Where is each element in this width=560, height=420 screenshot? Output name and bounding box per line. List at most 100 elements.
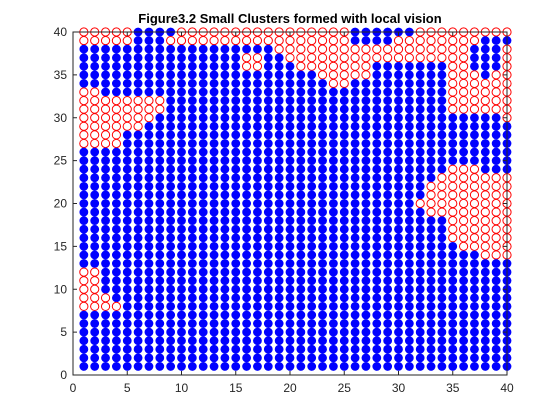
blue-filled-point <box>133 362 143 371</box>
blue-filled-point <box>426 139 436 148</box>
blue-filled-point <box>448 147 458 157</box>
blue-filled-point <box>198 104 208 114</box>
blue-filled-point <box>220 147 230 157</box>
blue-filled-point <box>437 113 447 123</box>
blue-filled-point <box>122 190 132 200</box>
red-open-point <box>176 35 187 46</box>
blue-filled-point <box>209 199 219 208</box>
blue-filled-point <box>263 130 273 140</box>
blue-filled-point <box>372 121 382 131</box>
blue-filled-point <box>101 224 110 234</box>
blue-filled-point <box>144 310 154 320</box>
blue-filled-point <box>101 241 110 251</box>
blue-filled-point <box>231 199 241 208</box>
blue-filled-point <box>209 233 219 243</box>
blue-filled-point <box>177 147 186 157</box>
blue-filled-point <box>383 293 393 303</box>
blue-filled-point <box>426 61 436 71</box>
blue-filled-point <box>263 310 273 320</box>
blue-filled-point <box>177 181 186 191</box>
blue-filled-point <box>274 224 284 234</box>
blue-filled-point <box>253 181 262 191</box>
blue-filled-point <box>209 344 219 354</box>
blue-filled-point <box>177 130 186 140</box>
blue-filled-point <box>372 344 382 354</box>
red-open-point <box>242 35 252 46</box>
blue-filled-point <box>328 327 338 337</box>
blue-filled-point <box>426 250 436 260</box>
blue-filled-point <box>242 276 251 286</box>
blue-filled-point <box>285 362 295 371</box>
blue-filled-point <box>415 156 425 166</box>
blue-filled-point <box>122 181 132 191</box>
blue-filled-point <box>198 250 208 260</box>
blue-filled-point <box>79 233 89 243</box>
blue-filled-point <box>90 44 100 54</box>
blue-filled-point <box>209 121 219 131</box>
blue-filled-point <box>361 96 371 105</box>
blue-filled-point <box>101 310 110 320</box>
blue-filled-point <box>133 233 143 243</box>
blue-filled-point <box>253 216 262 226</box>
blue-filled-point <box>133 319 143 328</box>
blue-filled-point <box>253 344 262 354</box>
blue-filled-point <box>415 336 425 346</box>
blue-filled-point <box>372 216 382 226</box>
blue-filled-point <box>459 310 468 320</box>
blue-filled-point <box>133 250 143 260</box>
blue-filled-point <box>122 216 132 226</box>
blue-filled-point <box>426 276 436 286</box>
blue-filled-point <box>328 267 338 277</box>
blue-filled-point <box>209 190 219 200</box>
blue-filled-point <box>198 70 208 80</box>
blue-filled-point <box>415 216 425 226</box>
blue-filled-point <box>198 53 208 63</box>
blue-filled-point <box>90 70 100 80</box>
blue-filled-point <box>220 276 230 286</box>
blue-filled-point <box>328 216 338 226</box>
blue-filled-point <box>166 259 176 268</box>
blue-filled-point <box>187 113 197 123</box>
blue-filled-point <box>253 156 262 166</box>
blue-filled-point <box>361 301 371 311</box>
blue-filled-point <box>274 310 284 320</box>
blue-filled-point <box>133 293 143 303</box>
blue-filled-point <box>448 319 458 328</box>
blue-filled-point <box>470 121 479 131</box>
blue-filled-point <box>79 353 89 363</box>
blue-filled-point <box>144 44 154 54</box>
blue-filled-point <box>296 310 306 320</box>
blue-filled-point <box>79 173 89 183</box>
blue-filled-point <box>361 224 371 234</box>
blue-filled-point <box>253 284 262 294</box>
blue-filled-point <box>101 284 110 294</box>
blue-filled-point <box>491 319 501 328</box>
blue-filled-point <box>144 79 154 88</box>
blue-filled-point <box>394 113 403 123</box>
blue-filled-point <box>470 310 479 320</box>
blue-filled-point <box>253 267 262 277</box>
blue-filled-point <box>470 44 479 54</box>
blue-filled-point <box>90 53 100 63</box>
blue-filled-point <box>404 199 414 208</box>
blue-filled-point <box>198 139 208 148</box>
blue-filled-point <box>274 70 284 80</box>
blue-filled-point <box>339 207 349 217</box>
blue-filled-point <box>253 79 262 88</box>
blue-filled-point <box>231 104 241 114</box>
blue-filled-point <box>394 216 403 226</box>
blue-filled-point <box>79 319 89 328</box>
red-open-point <box>296 61 306 71</box>
blue-filled-point <box>220 113 230 123</box>
blue-filled-point <box>350 233 360 243</box>
blue-filled-point <box>177 224 186 234</box>
blue-filled-point <box>415 267 425 277</box>
blue-filled-point <box>459 113 468 123</box>
blue-filled-point <box>90 336 100 346</box>
blue-filled-point <box>253 164 262 174</box>
blue-filled-point <box>263 70 273 80</box>
y-tick-label: 25 <box>54 154 68 168</box>
blue-filled-point <box>350 362 360 371</box>
blue-filled-point <box>177 319 186 328</box>
blue-filled-point <box>296 147 306 157</box>
